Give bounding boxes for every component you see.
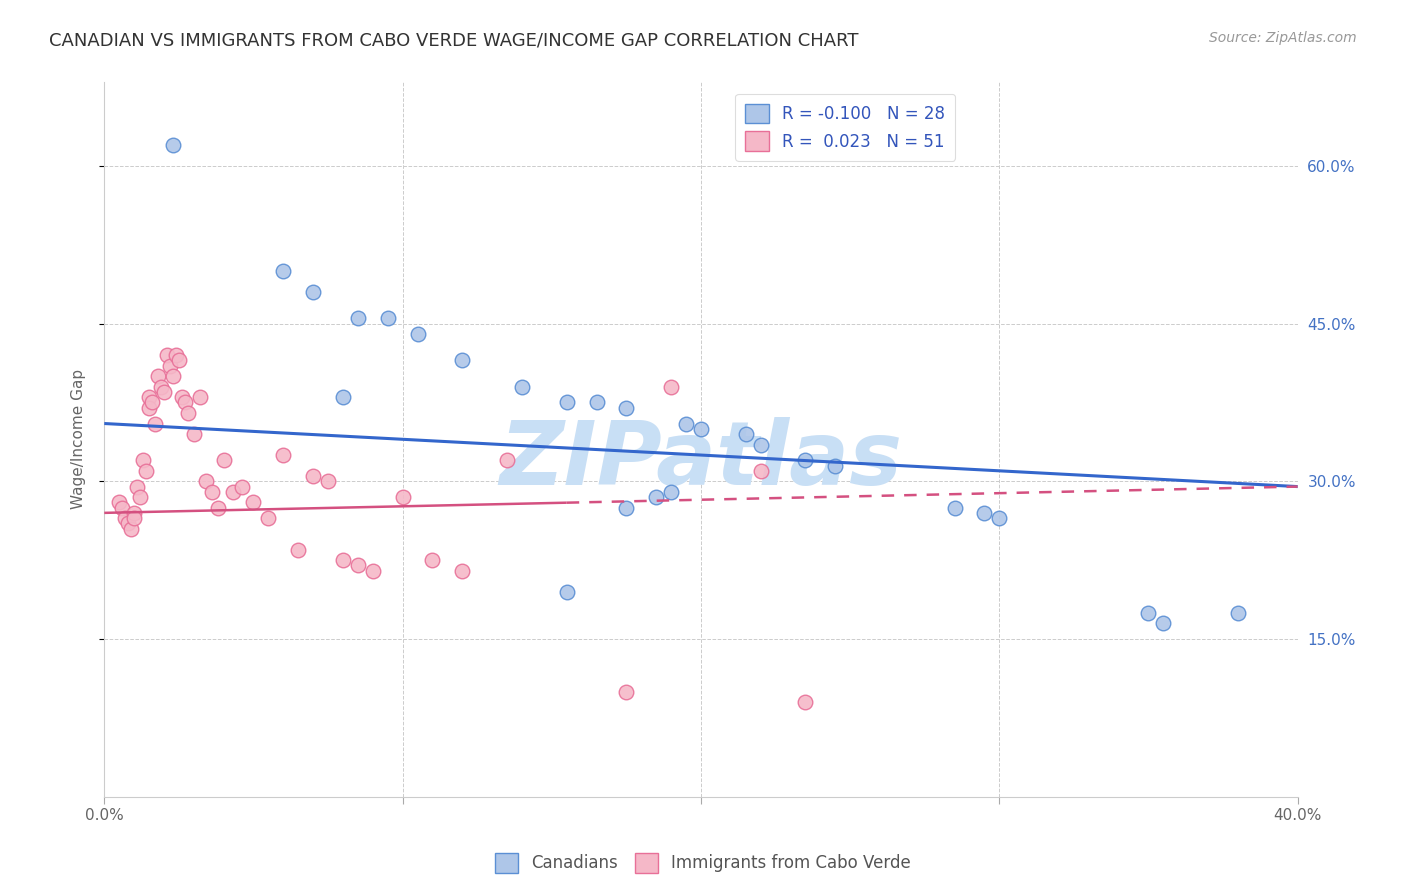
Point [645,490,668,504]
Point [159,359,181,373]
Point [555,395,578,409]
Point [316,475,339,489]
Point [422,553,444,567]
Point [271,448,294,462]
Point [162,369,184,384]
Point [347,558,370,573]
Point [129,490,152,504]
Point [302,469,325,483]
Point [391,490,413,504]
Point [138,390,160,404]
Point [659,484,682,499]
Point [406,327,429,342]
Point [690,422,713,436]
Point [141,395,163,409]
Point [117,516,139,531]
Point [257,511,280,525]
Text: Source: ZipAtlas.com: Source: ZipAtlas.com [1209,31,1357,45]
Point [120,522,142,536]
Point [156,348,179,362]
Point [173,395,195,409]
Point [1226,606,1249,620]
Point [231,480,253,494]
Point [149,380,172,394]
Point [212,453,235,467]
Point [361,564,384,578]
Point [451,353,474,368]
Point [177,406,200,420]
Point [194,475,217,489]
Point [287,542,309,557]
Point [170,390,193,404]
Point [675,417,697,431]
Point [135,464,157,478]
Legend: R = -0.100   N = 28, R =  0.023   N = 51: R = -0.100 N = 28, R = 0.023 N = 51 [735,94,955,161]
Point [332,390,354,404]
Point [122,506,145,520]
Point [201,484,224,499]
Point [146,369,169,384]
Point [749,464,772,478]
Point [302,285,325,299]
Point [111,500,134,515]
Point [496,453,519,467]
Point [143,417,166,431]
Text: ZIPatlas: ZIPatlas [499,417,903,504]
Point [242,495,264,509]
Point [943,500,966,515]
Point [988,511,1011,525]
Point [585,395,607,409]
Point [616,684,638,698]
Point [332,553,354,567]
Point [510,380,533,394]
Point [1137,606,1160,620]
Point [114,511,136,525]
Point [162,138,184,153]
Point [1152,616,1174,631]
Point [271,264,294,278]
Point [616,401,638,415]
Point [122,511,145,525]
Point [824,458,846,473]
Point [188,390,211,404]
Point [347,311,370,326]
Point [138,401,160,415]
Point [207,500,229,515]
Point [108,495,131,509]
Point [659,380,682,394]
Point [377,311,399,326]
Point [132,453,155,467]
Point [973,506,995,520]
Point [616,500,638,515]
Point [153,384,176,399]
Point [127,480,149,494]
Point [734,427,756,442]
Point [183,427,205,442]
Y-axis label: Wage/Income Gap: Wage/Income Gap [72,369,86,509]
Legend: Canadians, Immigrants from Cabo Verde: Canadians, Immigrants from Cabo Verde [488,847,918,880]
Point [165,348,187,362]
Point [221,484,243,499]
Point [451,564,474,578]
Point [167,353,190,368]
Point [794,695,817,709]
Point [749,437,772,451]
Point [555,584,578,599]
Text: CANADIAN VS IMMIGRANTS FROM CABO VERDE WAGE/INCOME GAP CORRELATION CHART: CANADIAN VS IMMIGRANTS FROM CABO VERDE W… [49,31,859,49]
Point [794,453,817,467]
